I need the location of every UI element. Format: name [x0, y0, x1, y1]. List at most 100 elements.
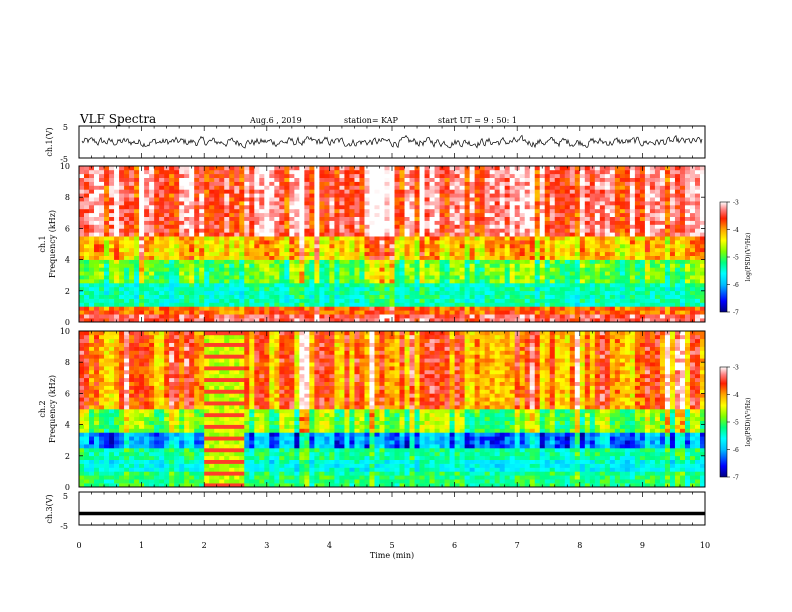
spectrogram-cell [154, 169, 160, 175]
spectrogram-cell [644, 310, 651, 315]
spectrogram-cell [409, 189, 415, 194]
spectrogram-cell [579, 283, 586, 288]
spectrogram-cell [169, 310, 175, 315]
spectrogram-cell [609, 189, 616, 194]
spectrogram-cell [284, 181, 290, 186]
spectrogram-cell [174, 271, 180, 276]
spectrogram-cell [484, 224, 490, 229]
spectrogram-cell [104, 290, 110, 295]
spectrogram-cell [239, 220, 245, 225]
spectrogram-cell [219, 263, 225, 268]
spectrogram-cell [244, 290, 250, 295]
spectrogram-cell [379, 244, 385, 249]
spectrogram-cell [149, 216, 155, 221]
spectrogram-cell [634, 189, 641, 194]
spectrogram-cell [229, 193, 235, 198]
spectrogram-cell [454, 216, 460, 221]
spectrogram-cell [389, 228, 395, 233]
spectrogram-cell [499, 263, 505, 268]
spectrogram-cell [564, 220, 571, 225]
spectrogram-cell [604, 177, 611, 182]
spectrogram-cell [474, 216, 480, 221]
spectrogram-cell [124, 181, 130, 186]
spectrogram-cell [214, 189, 220, 194]
spectrogram-cell [444, 283, 450, 288]
spectrogram-cell [314, 283, 320, 288]
spectrogram-cell [694, 259, 701, 264]
spectrogram-cell [459, 279, 465, 284]
spectrogram-cell [584, 314, 591, 319]
spectrogram-cell [459, 310, 465, 315]
spectrogram-cell [194, 240, 200, 245]
spectrogram-cell [604, 267, 611, 272]
spectrogram-cell [639, 205, 646, 210]
spectrogram-cell [534, 177, 541, 182]
spectrogram-cell [294, 290, 300, 295]
spectrogram-cell [99, 205, 105, 210]
spectrogram-cell [104, 294, 110, 299]
spectrogram-cell [324, 294, 330, 299]
spectrogram-cell [154, 275, 160, 280]
spectrogram-cell [239, 271, 245, 276]
spectrogram-cell [554, 314, 561, 319]
spectrogram-cell [699, 197, 706, 202]
spectrogram-cell [484, 193, 490, 198]
spectrogram-cell [239, 314, 245, 319]
spectrogram-cell [199, 290, 205, 295]
spectrogram-cell [349, 310, 355, 315]
spectrogram-cell [194, 271, 200, 276]
spectrogram-cell [99, 216, 105, 221]
spectrogram-cell [554, 286, 561, 292]
spectrogram-cell [684, 283, 691, 288]
spectrogram-cell [179, 267, 185, 272]
spectrogram-cell [509, 298, 515, 303]
spectrogram-cell [304, 173, 310, 178]
spectrogram-cell [274, 181, 280, 186]
spectrogram-cell [154, 302, 160, 307]
spectrogram-cell [204, 255, 210, 260]
spectrogram-cell [374, 259, 380, 264]
spectrogram-cell [694, 251, 701, 256]
spectrogram-cell [174, 201, 180, 206]
spectrogram-cell [124, 302, 130, 307]
spectrogram-cell [179, 232, 185, 237]
spectrogram-cell [399, 286, 405, 292]
spectrogram-cell [504, 232, 510, 237]
spectrogram-cell [269, 306, 275, 311]
spectrogram-cell [229, 279, 235, 284]
spectrogram-cell [669, 298, 676, 303]
spectrogram-cell [304, 283, 310, 288]
spectrogram-cell [94, 294, 100, 299]
spectrogram-cell [699, 212, 706, 217]
spectrogram-cell [604, 255, 611, 260]
spectrogram-cell [684, 236, 691, 241]
spectrogram-cell [269, 275, 275, 280]
spectrogram-cell [94, 318, 100, 323]
spectrogram-cell [174, 224, 180, 229]
spectrogram-cell [234, 232, 240, 237]
spectrogram-cell [424, 201, 430, 206]
spectrogram-cell [414, 220, 420, 225]
spectrogram-cell [144, 244, 150, 249]
spectrogram-cell [444, 181, 450, 186]
spectrogram-cell [619, 232, 626, 237]
spectrogram-cell [684, 286, 691, 292]
spectrogram-cell [454, 263, 460, 268]
spectrogram-cell [254, 220, 260, 225]
spectrogram-cell [294, 259, 300, 264]
spectrogram-cell [504, 255, 510, 260]
spectrogram-cell [389, 240, 395, 245]
spectrogram-cell [384, 267, 390, 272]
spectrogram-cell [549, 298, 556, 303]
spectrogram-cell [284, 240, 290, 245]
spectrogram-cell [124, 318, 130, 323]
spectrogram-cell [259, 294, 265, 299]
spectrogram-cell [104, 201, 110, 206]
spectrogram-cell [494, 251, 500, 256]
spectrogram-cell [409, 169, 415, 175]
spectrogram-cell [214, 283, 220, 288]
spectrogram-cell [159, 224, 165, 229]
spectrogram-cell [439, 294, 445, 299]
spectrogram-cell [599, 240, 606, 245]
spectrogram-cell [229, 275, 235, 280]
